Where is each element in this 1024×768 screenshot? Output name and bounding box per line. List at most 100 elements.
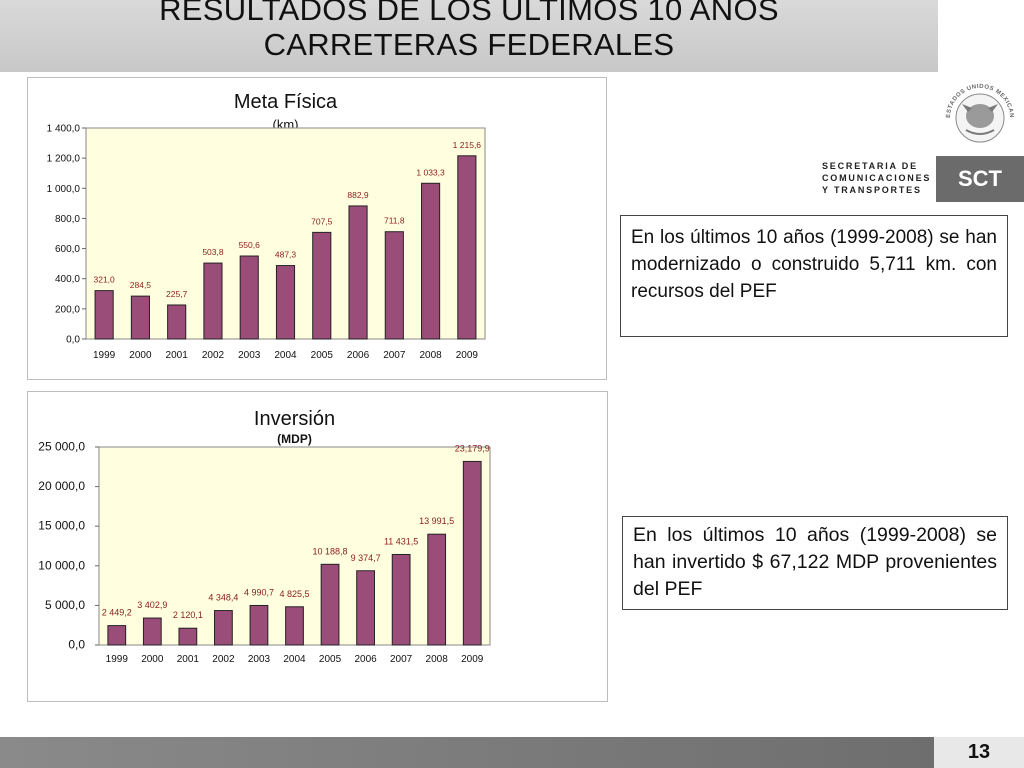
x-category-label: 2007 [383,350,406,361]
y-tick-label: 0,0 [66,335,80,346]
title-band: RESULTADOS DE LOS ÚLTIMOS 10 AÑOS CARRET… [0,0,938,72]
x-category-label: 2002 [202,350,225,361]
meta-fisica-chart: Meta Física (km) 0,0 200,0 400,0 600,0 800,0 1 … [27,77,607,380]
bar-data-label: 487,3 [275,250,297,260]
bar [275,265,296,340]
bar-data-label: 23,179,9 [455,443,490,453]
x-category-label: 2005 [319,654,342,665]
bar-data-label: 321,0 [93,275,115,285]
bar-data-label: 1 215,6 [453,140,482,150]
x-category-label: 1999 [106,654,129,665]
mexico-seal-logo: ESTADOS UNIDOS MEXICANOS [933,68,1024,156]
slide-title-line1: RESULTADOS DE LOS ÚLTIMOS 10 AÑOS [159,0,779,27]
bar [249,604,269,646]
y-tick-label: 20 000,0 [38,479,85,493]
bar [142,617,162,646]
bar-data-label: 13 991,5 [419,516,454,526]
x-category-label: 2008 [419,350,442,361]
y-tick-label: 15 000,0 [38,519,85,533]
bar-data-label: 10 188,8 [313,546,348,556]
x-category-label: 2005 [311,350,334,361]
y-tick-label: 0,0 [68,638,85,652]
meta-note-text: En los últimos 10 años (1999-2008) se ha… [631,227,997,302]
bar [130,295,150,340]
bar-data-label: 4 990,7 [244,587,274,597]
footer-band [0,737,934,768]
inversion-svg: Inversión (MDP) 0,0 5 000,0 10 000,0 15 000,0… [38,408,491,665]
x-category-label: 2007 [390,654,413,665]
x-category-label: 2006 [354,654,377,665]
y-tick-label: 200,0 [55,304,80,315]
x-category-label: 1999 [93,350,116,361]
bar-data-label: 11 431,5 [384,536,418,546]
bar-data-label: 550,6 [239,240,261,250]
sct-org-line2: COMUNICACIONES [822,173,932,183]
x-category-label: 2003 [248,654,271,665]
meta-note: En los últimos 10 años (1999-2008) se ha… [620,215,1008,337]
y-tick-label: 25 000,0 [38,440,85,454]
chart-subtitle: (MDP) [277,432,312,446]
bar [312,231,332,340]
slide-title-line2: CARRETERAS FEDERALES [263,27,675,62]
bar [356,570,375,646]
x-category-label: 2004 [274,350,297,361]
bar-data-label: 4 348,4 [208,593,238,603]
y-tick-label: 1 400,0 [47,124,81,135]
bar-data-label: 1 033,3 [416,167,445,177]
bar [427,533,447,646]
bar [107,625,127,646]
bar-data-label: 9 374,7 [351,553,381,563]
x-category-label: 2009 [461,654,484,665]
x-category-label: 2000 [141,654,164,665]
x-category-label: 2004 [283,654,306,665]
x-category-label: 2001 [166,350,189,361]
bar [167,304,187,340]
y-tick-label: 400,0 [55,274,80,285]
bar [348,205,368,340]
page-number: 13 [934,737,1024,768]
bar-data-label: 707,5 [311,216,333,226]
x-category-label: 2002 [212,654,235,665]
bar [203,262,223,340]
bar [214,610,233,646]
y-tick-label: 600,0 [55,244,80,255]
bar-data-label: 882,9 [347,190,369,200]
bar [178,627,198,646]
bar [94,290,114,340]
bar [457,155,477,340]
bar-data-label: 4 825,5 [279,589,309,599]
y-tick-label: 5 000,0 [45,598,85,612]
y-tick-label: 1 200,0 [47,154,81,165]
bar-data-label: 284,5 [130,280,152,290]
x-category-label: 2006 [347,350,370,361]
bar-data-label: 711,8 [384,216,405,226]
bar [421,182,441,340]
inversion-note: En los últimos 10 años (1999-2008) se ha… [622,516,1008,610]
chart-title: Inversión [254,408,335,430]
bar [285,606,304,646]
bar [391,553,411,646]
x-category-label: 2008 [426,654,449,665]
sct-stripe-decoration [818,156,936,202]
bar [239,255,259,340]
chart-title: Meta Física [234,91,338,113]
bar [320,563,340,646]
x-category-label: 2009 [456,350,479,361]
bar-data-label: 2 449,2 [102,608,132,618]
eagle-seal-icon: ESTADOS UNIDOS MEXICANOS [933,68,1014,143]
bar-data-label: 503,8 [202,247,224,257]
inversion-note-text: En los últimos 10 años (1999-2008) se ha… [633,524,997,600]
inversion-chart: Inversión (MDP) 0,0 5 000,0 10 000,0 15 000,0… [27,391,608,702]
sct-acronym-badge: SCT [936,156,1024,202]
y-tick-label: 1 000,0 [47,184,81,195]
x-category-label: 2003 [238,350,261,361]
y-tick-label: 800,0 [55,214,80,225]
bar [384,231,404,340]
x-category-label: 2001 [177,654,200,665]
sct-org-line1: SECRETARIA DE [822,161,918,171]
meta-fisica-svg: Meta Física(km)0,0200,0400,0600,0800,01 … [47,91,486,361]
sct-org-name: SECRETARIA DE COMUNICACIONES Y TRANSPORT… [822,160,931,196]
bar [462,460,482,646]
bar-data-label: 225,7 [166,289,188,299]
sct-org-line3: Y TRANSPORTES [822,185,922,195]
